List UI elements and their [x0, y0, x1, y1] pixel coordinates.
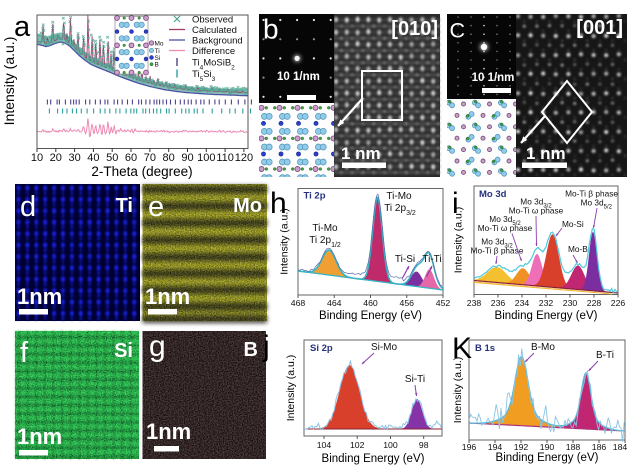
svg-text:Ti: Ti [116, 195, 133, 217]
svg-text:Ti 2p: Ti 2p [304, 191, 326, 202]
svg-text:Mo 3d: Mo 3d [479, 189, 507, 200]
svg-text:Intensity (a.u.): Intensity (a.u.) [279, 208, 291, 275]
svg-text:Mo-Ti ω phase: Mo-Ti ω phase [509, 206, 564, 216]
svg-text:468: 468 [291, 298, 306, 308]
svg-text:Binding Energy (eV): Binding Energy (eV) [322, 453, 425, 465]
svg-text:i: i [452, 187, 459, 220]
svg-text:Ti-Ti: Ti-Ti [422, 254, 441, 265]
svg-text:Calculated: Calculated [192, 25, 237, 36]
svg-text:Ti5Si3: Ti5Si3 [192, 69, 216, 83]
svg-text:100: 100 [197, 152, 215, 164]
svg-text:Ti4MoSiB2: Ti4MoSiB2 [192, 58, 235, 72]
svg-text:Mo: Mo [155, 40, 164, 47]
svg-text:80: 80 [163, 152, 175, 164]
svg-text:Si 2p: Si 2p [310, 343, 333, 354]
svg-text:464: 464 [327, 298, 342, 308]
svg-text:C: C [450, 19, 466, 43]
svg-text:10 1/nm: 10 1/nm [472, 72, 515, 84]
svg-text:460: 460 [363, 298, 378, 308]
svg-text:456: 456 [400, 298, 415, 308]
svg-text:1nm: 1nm [145, 284, 190, 309]
svg-text:[001]: [001] [576, 17, 623, 39]
svg-text:Si-Mo: Si-Mo [371, 342, 398, 353]
svg-text:452: 452 [436, 298, 451, 308]
svg-text:Intensity (a.u.): Intensity (a.u.) [453, 207, 465, 274]
svg-text:104: 104 [317, 440, 332, 450]
svg-text:Mo: Mo [233, 195, 262, 217]
svg-text:j: j [262, 330, 270, 363]
svg-text:190: 190 [540, 442, 555, 452]
svg-text:a: a [14, 11, 31, 43]
svg-text:Si-Ti: Si-Ti [405, 374, 425, 385]
svg-text:1 nm: 1 nm [526, 144, 566, 163]
svg-text:Ti-Mo: Ti-Mo [386, 191, 412, 202]
svg-text:Ti: Ti [155, 48, 160, 55]
svg-text:20: 20 [50, 152, 62, 164]
svg-text:f: f [20, 337, 29, 369]
svg-text:192: 192 [514, 442, 529, 452]
svg-text:h: h [270, 187, 287, 220]
svg-text:Background: Background [192, 36, 243, 47]
svg-text:226: 226 [611, 298, 626, 308]
svg-text:186: 186 [592, 442, 607, 452]
svg-text:Mo-B: Mo-B [568, 244, 588, 254]
svg-text:Mo-Ti ω phase: Mo-Ti ω phase [478, 223, 533, 233]
svg-text:Binding Energy (eV): Binding Energy (eV) [319, 310, 422, 322]
svg-text:194: 194 [488, 442, 503, 452]
svg-text:110: 110 [216, 152, 234, 164]
svg-text:30: 30 [68, 152, 80, 164]
svg-text:50: 50 [106, 152, 118, 164]
svg-text:B 1s: B 1s [475, 343, 495, 354]
svg-text:228: 228 [587, 298, 602, 308]
svg-text:1nm: 1nm [17, 424, 62, 449]
svg-text:[010]: [010] [391, 18, 438, 40]
svg-text:Si: Si [114, 340, 133, 362]
svg-text:B-Ti: B-Ti [596, 350, 614, 361]
svg-text:Binding Energy (eV): Binding Energy (eV) [496, 452, 599, 464]
svg-text:B: B [155, 62, 159, 69]
svg-text:Mo-Si: Mo-Si [562, 219, 584, 229]
svg-text:60: 60 [125, 152, 137, 164]
svg-text:100: 100 [383, 440, 398, 450]
svg-text:e: e [148, 191, 164, 223]
svg-text:Difference: Difference [192, 46, 235, 57]
svg-text:Intensity (a.u.): Intensity (a.u.) [1, 37, 17, 126]
svg-text:Intensity (a.u.): Intensity (a.u.) [452, 357, 464, 424]
svg-text:K: K [452, 332, 472, 365]
svg-text:234: 234 [515, 298, 530, 308]
svg-text:Si: Si [155, 55, 161, 62]
svg-text:232: 232 [539, 298, 554, 308]
svg-text:90: 90 [181, 152, 193, 164]
svg-text:Observed: Observed [192, 15, 233, 26]
svg-text:10 1/nm: 10 1/nm [277, 71, 320, 83]
svg-text:Ti-Mo: Ti-Mo [312, 223, 338, 234]
svg-text:2-Theta (degree): 2-Theta (degree) [91, 164, 192, 179]
svg-text:b: b [263, 14, 279, 45]
svg-text:Intensity (a.u.): Intensity (a.u.) [285, 355, 297, 422]
svg-text:1nm: 1nm [146, 419, 191, 444]
svg-text:1 nm: 1 nm [341, 144, 381, 163]
svg-text:1nm: 1nm [17, 284, 62, 309]
svg-text:Binding Energy (eV): Binding Energy (eV) [495, 310, 598, 322]
svg-text:102: 102 [350, 440, 365, 450]
svg-text:98: 98 [419, 440, 429, 450]
svg-text:40: 40 [87, 152, 99, 164]
svg-text:Mo-Ti β phase: Mo-Ti β phase [565, 189, 618, 199]
svg-text:230: 230 [563, 298, 578, 308]
svg-text:120: 120 [235, 152, 253, 164]
svg-text:B: B [244, 339, 258, 361]
svg-text:238: 238 [467, 298, 482, 308]
svg-text:Mo-Ti β phase: Mo-Ti β phase [471, 246, 524, 256]
svg-text:Ti-Si: Ti-Si [395, 254, 415, 265]
svg-text:10: 10 [31, 152, 43, 164]
svg-text:70: 70 [144, 152, 156, 164]
svg-text:236: 236 [491, 298, 506, 308]
svg-text:g: g [149, 330, 166, 363]
svg-text:B-Mo: B-Mo [531, 342, 555, 353]
svg-text:196: 196 [462, 442, 477, 452]
svg-text:184: 184 [613, 442, 628, 452]
svg-text:d: d [20, 191, 36, 223]
svg-text:188: 188 [566, 442, 581, 452]
